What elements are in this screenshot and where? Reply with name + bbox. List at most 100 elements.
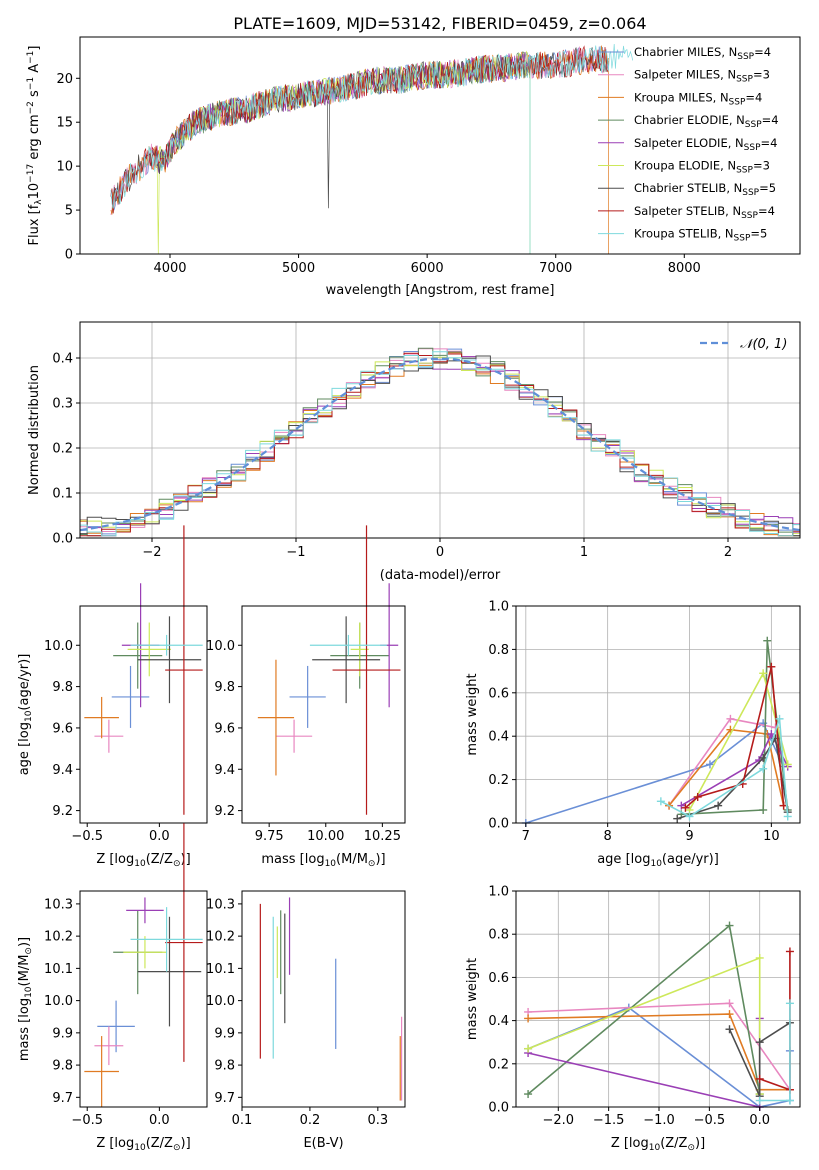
legend-label-part: =3 <box>753 68 770 82</box>
legend-label: 𝒩(0, 1) <box>740 337 787 352</box>
axes-frame: 7 8 9 10 0.0 0.2 0.4 0.6 0.8 1.0 <box>488 600 801 844</box>
x-axis-label-part: ⊙ <box>687 1143 695 1153</box>
y-tick-label: 9.4 <box>52 763 73 778</box>
axes-border <box>515 890 801 1108</box>
weight-marker <box>693 792 702 801</box>
error-point <box>289 665 326 728</box>
y-tick-label: 10.0 <box>44 994 73 1009</box>
age-vs-metallicity-panel: −0.5 0.09.29.49.69.810.0 Z [log10(Z/Z⊙)] ag… <box>17 525 208 869</box>
legend-label-part: =4 <box>745 90 762 104</box>
error-point <box>137 616 202 704</box>
y-axis-label-part: ⊙ <box>24 947 34 955</box>
mass-weight-vs-metallicity-panel: −2.0 −1.5 −1.0 −0.5 0.0 0.0 0.2 0.4 0.6 0.8 1.0 Z [… <box>465 885 801 1153</box>
residual-legend: 𝒩(0, 1) <box>700 337 787 352</box>
x-tick-label: 2 <box>724 545 732 560</box>
x-axis-label-part: ⊙ <box>368 859 376 869</box>
error-point <box>84 1036 119 1107</box>
plot-marks <box>521 636 792 827</box>
x-axis-label-part: mass [log <box>261 852 324 867</box>
x-axis-label-part: (age/yr)] <box>662 852 719 867</box>
y-axis-label: mass [log10(M/M⊙)] <box>17 937 34 1061</box>
y-tick-label: 9.6 <box>214 721 235 736</box>
weight-marker <box>656 797 665 806</box>
legend-label-part: SSP <box>736 75 753 85</box>
error-point <box>137 916 202 1027</box>
mass-vs-metallicity-panel: −0.5 0.09.79.89.910.010.110.210.3Z [log10… <box>17 823 208 1153</box>
legend-label: Chabrier STELIB, NSSP=5 <box>634 181 776 198</box>
x-axis-label-part: ⊙ <box>173 1143 181 1153</box>
y-axis-label-part: s <box>27 90 42 101</box>
x-axis-label: age [log10(age/yr)] <box>597 852 719 869</box>
error-point <box>332 525 401 815</box>
y-axis-label: mass weight <box>465 958 480 1040</box>
legend-label: Chabrier MILES, NSSP=4 <box>634 45 771 62</box>
x-tick-label: 8000 <box>668 261 701 276</box>
legend-label-part: SSP <box>736 166 753 176</box>
error-point <box>312 616 381 704</box>
legend-label-part: =5 <box>750 227 767 241</box>
y-tick-label: 10.3 <box>206 897 235 912</box>
y-tick-label: 0.2 <box>52 442 73 457</box>
x-axis-label-part: 10 <box>649 1143 661 1153</box>
legend-label-part: =4 <box>762 113 779 127</box>
x-axis-label: mass [log10(M/M⊙)] <box>261 852 385 869</box>
y-tick-label: 10.1 <box>206 962 235 977</box>
x-axis-label-part: Z [log <box>611 1136 649 1151</box>
legend-label-part: =5 <box>759 181 776 195</box>
y-tick-label: 0.0 <box>488 1101 509 1116</box>
x-tick-label: 7000 <box>539 261 572 276</box>
weight-marker <box>725 1010 734 1019</box>
y-tick-label: 10.0 <box>206 639 235 654</box>
error-point <box>165 823 203 1062</box>
mass-weight-vs-age-panel: 7 8 9 100.00.20.40.60.81.0 age [log10(age/yr… <box>465 600 801 869</box>
x-axis-label: Z [log10(Z/Z⊙)] <box>96 852 190 869</box>
weight-marker <box>755 1038 764 1047</box>
plot-marks <box>84 525 203 815</box>
y-axis-label-part: −1 <box>26 77 36 90</box>
residual-x-axis: −2 −1 0 1 2 (data-model)/error <box>79 321 801 583</box>
mass-vs-ebv-panel: 0.1 0.2 0.3 9.7 9.8 9.9 10.0 10.1 10.2 10.3 E(B-V) <box>206 890 406 1151</box>
y-tick-label: 0.4 <box>488 1014 509 1029</box>
x-tick-label: −2.0 <box>543 1113 575 1128</box>
weight-marker <box>783 760 792 769</box>
axes-frame: −2.0 −1.5 −1.0 −0.5 0.0 0.0 0.2 0.4 0.6 0.8 1.0 <box>488 885 801 1128</box>
y-tick-label: 10.2 <box>44 930 73 945</box>
residual-y-axis: 0.0 0.1 0.2 0.3 0.4 Normed distribution <box>27 352 80 547</box>
histogram-step <box>80 351 800 537</box>
axes-border <box>241 605 406 824</box>
x-tick-label: 9 <box>685 829 693 844</box>
axes-frame: −0.5 0.0 9.2 9.4 9.6 9.8 10.0 <box>44 605 208 844</box>
error-point <box>94 1026 124 1066</box>
weight-marker <box>767 662 776 671</box>
y-tick-label: 0.0 <box>52 532 73 547</box>
error-point <box>275 719 313 753</box>
weight-marker <box>685 812 694 821</box>
weight-marker <box>759 764 768 773</box>
weight-marker <box>677 801 686 810</box>
y-tick-label: 0.4 <box>488 730 509 745</box>
y-tick-label: 0.8 <box>488 928 509 943</box>
legend-label: Chabrier ELODIE, NSSP=4 <box>634 113 779 130</box>
legend-label-part: Chabrier ELODIE, N <box>634 113 745 127</box>
y-axis-label: age [log10(age/yr)] <box>17 654 34 776</box>
weight-marker <box>783 812 792 821</box>
axes-border <box>79 605 208 824</box>
x-axis-label-part: Z [log <box>96 1136 134 1151</box>
figure-title: PLATE=1609, MJD=53142, FIBERID=0459, z=0… <box>233 14 646 33</box>
weight-marker <box>759 753 768 762</box>
y-tick-label: 0.1 <box>52 487 73 502</box>
x-axis-label: wavelength [Angstrom, rest frame] <box>326 283 555 298</box>
legend-label: Kroupa MILES, NSSP=4 <box>634 90 762 107</box>
y-axis-label-part: (age/yr)] <box>17 654 32 711</box>
y-axis-label-part: Flux [f <box>27 204 42 245</box>
y-tick-label: 9.7 <box>214 1091 235 1106</box>
error-point <box>257 659 295 776</box>
weight-line <box>528 1013 790 1091</box>
x-tick-label: 0 <box>436 545 444 560</box>
error-point <box>350 622 369 677</box>
weight-marker <box>714 801 723 810</box>
x-tick-label: 0.0 <box>149 1113 170 1128</box>
